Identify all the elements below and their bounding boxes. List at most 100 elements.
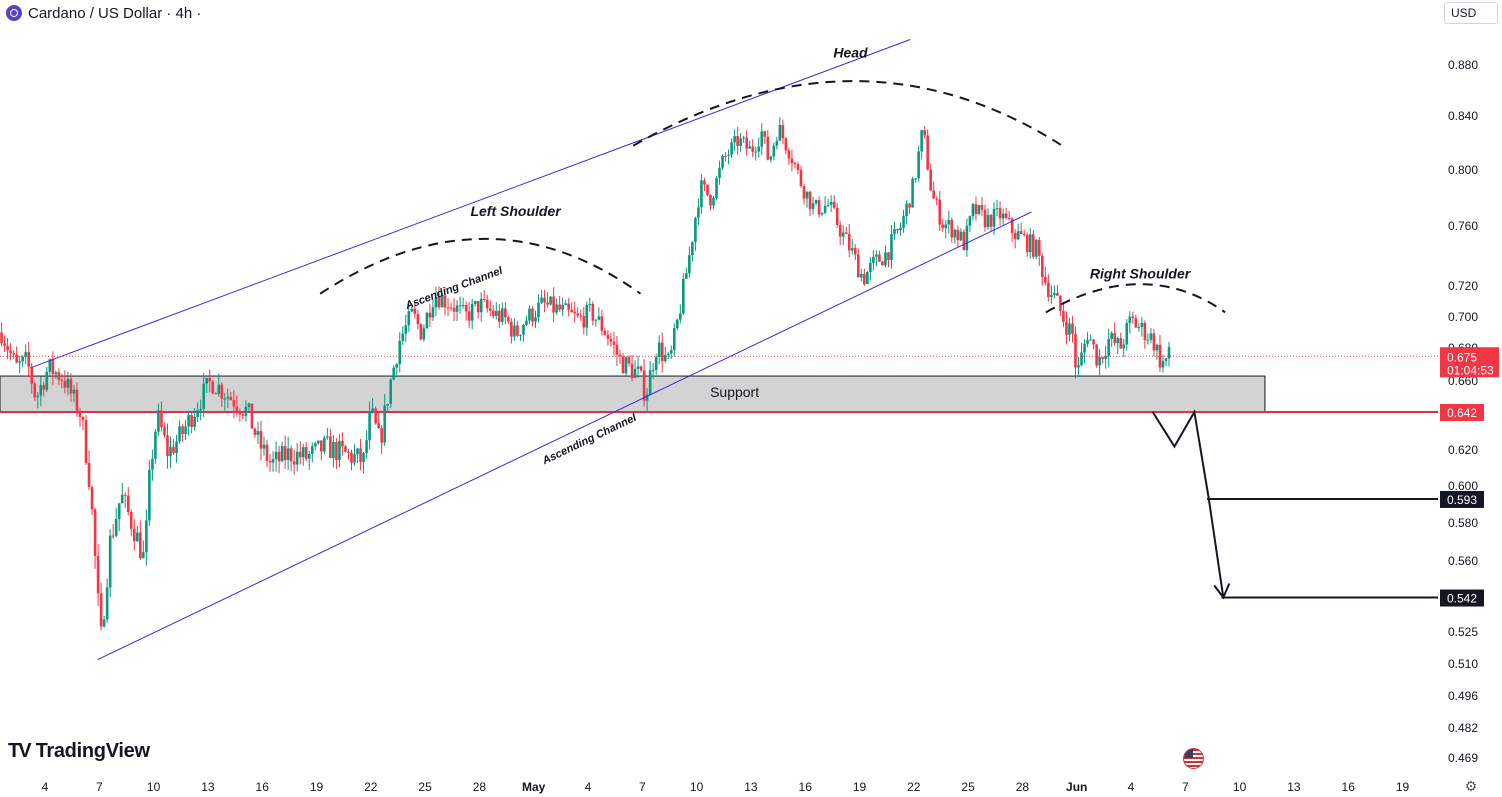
- price-tick-7: 0.660: [1448, 374, 1478, 388]
- price-tick-0: 0.880: [1448, 58, 1478, 72]
- candle: [380, 424, 383, 455]
- candle: [292, 449, 296, 475]
- candle: [540, 290, 543, 305]
- candle: [401, 326, 405, 346]
- candle: [745, 130, 748, 156]
- currency-button[interactable]: USD: [1444, 2, 1498, 24]
- chart-header[interactable]: Cardano / US Dollar · 4h ·: [6, 3, 201, 23]
- candle: [69, 373, 73, 402]
- candle: [588, 297, 592, 312]
- candle: [21, 355, 24, 368]
- time-tick-6: 22: [364, 780, 378, 794]
- candle: [893, 221, 896, 240]
- channel-lower-label: Ascending Channel: [540, 411, 640, 467]
- candle: [87, 450, 91, 490]
- candle: [965, 218, 969, 257]
- candle: [718, 160, 721, 185]
- candle: [365, 430, 368, 459]
- candle: [621, 353, 625, 374]
- time-tick-1: 7: [96, 780, 103, 794]
- candle: [148, 460, 151, 526]
- candle: [974, 196, 978, 221]
- tradingview-wordmark: TradingView: [35, 740, 150, 762]
- time-tick-11: 7: [639, 780, 646, 794]
- candle: [576, 307, 580, 318]
- candle: [850, 239, 854, 255]
- candle: [63, 370, 67, 394]
- candle: [579, 309, 583, 321]
- left-shoulder-label: Left Shoulder: [470, 203, 562, 219]
- price-tick-3: 0.760: [1448, 219, 1478, 233]
- candle: [1167, 341, 1171, 367]
- candle: [709, 194, 712, 211]
- candle: [1037, 236, 1041, 266]
- candle: [9, 342, 12, 361]
- time-tick-5: 19: [310, 780, 324, 794]
- candle: [1095, 343, 1098, 368]
- candle: [6, 337, 9, 360]
- candle: [721, 154, 724, 171]
- candle: [326, 427, 329, 440]
- candle: [458, 296, 462, 314]
- candle: [869, 256, 872, 281]
- us-flag-icon[interactable]: [1183, 748, 1204, 769]
- candle: [190, 411, 193, 434]
- candle: [881, 260, 884, 266]
- candle: [75, 382, 79, 417]
- candle: [594, 319, 598, 327]
- candle: [353, 444, 356, 466]
- candle: [694, 216, 697, 251]
- time-tick-23: 13: [1287, 780, 1301, 794]
- candle: [1031, 229, 1035, 259]
- candle: [313, 441, 317, 451]
- time-tick-16: 22: [907, 780, 921, 794]
- time-tick-17: 25: [961, 780, 975, 794]
- candle: [57, 368, 61, 385]
- tradingview-logo[interactable]: TV TradingView: [8, 740, 150, 763]
- candle: [733, 129, 736, 152]
- candle: [377, 411, 380, 429]
- candle: [920, 129, 923, 160]
- candle: [866, 270, 869, 285]
- candle: [132, 518, 136, 551]
- candle: [431, 298, 435, 321]
- time-tick-0: 4: [42, 780, 49, 794]
- time-tick-9: May: [522, 780, 546, 794]
- candle: [757, 137, 761, 158]
- candle: [440, 290, 444, 308]
- candle: [914, 177, 917, 183]
- time-tick-24: 16: [1342, 780, 1356, 794]
- candle: [498, 304, 501, 328]
- time-tick-4: 16: [256, 780, 270, 794]
- candle: [443, 287, 447, 316]
- candle: [778, 117, 782, 142]
- gear-icon[interactable]: ⚙: [1464, 778, 1478, 794]
- candle: [896, 228, 899, 234]
- candle: [383, 394, 386, 446]
- candle: [790, 149, 794, 172]
- candle: [899, 222, 902, 236]
- left-shoulder-arc: [319, 237, 642, 295]
- candle: [202, 373, 205, 418]
- candle: [1007, 210, 1011, 221]
- candle: [277, 445, 281, 474]
- candle: [422, 324, 426, 342]
- candle: [111, 523, 115, 539]
- price-tick-10: 0.580: [1448, 516, 1478, 530]
- candle: [956, 225, 960, 247]
- target1-price-tag: [1440, 490, 1484, 508]
- candle: [739, 132, 742, 153]
- candle: [184, 419, 187, 441]
- candle: [437, 286, 441, 310]
- candle: [392, 365, 396, 381]
- candle: [166, 423, 169, 469]
- time-axis[interactable]: 4 7 10 13 16 19 22 25 28 May 4 7 10 13 16 19 22 25 28 Jun 4 7…: [42, 780, 1410, 794]
- candle: [754, 146, 758, 161]
- candle: [772, 142, 776, 161]
- candle: [102, 616, 106, 628]
- candle: [347, 449, 350, 460]
- candle: [129, 509, 133, 537]
- candle: [736, 127, 739, 155]
- candle: [751, 139, 755, 158]
